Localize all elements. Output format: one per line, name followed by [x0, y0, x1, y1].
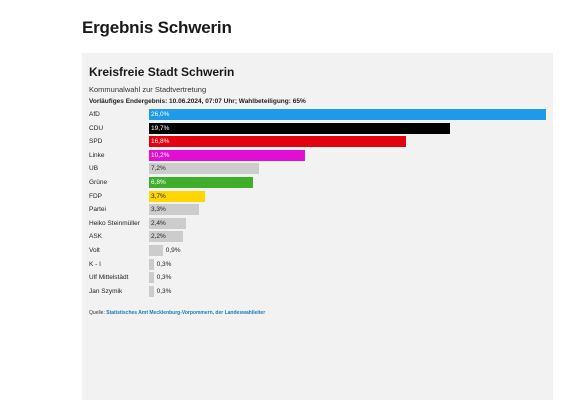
- bar-value-label: 3,7%: [151, 192, 166, 200]
- bar-value-label: 2,2%: [151, 233, 166, 241]
- category-label: AfD: [89, 111, 100, 118]
- bar: [149, 163, 259, 175]
- bar: [149, 109, 546, 120]
- bar-value-label: 0,3%: [156, 274, 172, 282]
- bar-value-label: 26,0%: [151, 111, 170, 118]
- bar: [149, 272, 154, 284]
- bar-row: K - I 0,3%: [82, 258, 553, 270]
- bar: [149, 285, 154, 297]
- category-label: Partei: [89, 206, 106, 214]
- category-label: Jan Szymik: [89, 287, 123, 295]
- source-note: Quelle: Statistisches Amt Mecklenburg-Vo…: [89, 310, 265, 316]
- bar-value-label: 6,8%: [151, 179, 166, 186]
- category-label: FDP: [89, 192, 102, 200]
- chart-subtitle: Kommunalwahl zur Stadtvertretung: [89, 85, 207, 94]
- category-label: UB: [89, 165, 99, 173]
- bar: [149, 204, 200, 216]
- bar-row: FDP 3,7%: [82, 190, 553, 202]
- bar-value-label: 0,3%: [156, 260, 172, 268]
- source-prefix: Quelle:: [89, 310, 105, 316]
- category-label: ASK: [89, 233, 103, 241]
- page-title: Ergebnis Schwerin: [82, 18, 232, 37]
- bar-row: ASK 2,2%: [82, 231, 553, 243]
- bar: [149, 258, 154, 270]
- bar-value-label: 16,8%: [151, 138, 170, 146]
- bar-row: AfD 26,0%: [82, 109, 553, 120]
- bar-row: Volt 0,9%: [82, 245, 553, 256]
- bar: [149, 245, 163, 256]
- bar: [149, 177, 253, 188]
- bar-row: Partei 3,3%: [82, 204, 553, 216]
- bar: [149, 231, 183, 243]
- bar-row: Ulf Mittelstädt 0,3%: [82, 272, 553, 284]
- bar-row: UB 7,2%: [82, 163, 553, 175]
- source-link[interactable]: Statistisches Amt Mecklenburg-Vorpommern…: [106, 310, 266, 316]
- category-label: Grüne: [89, 179, 108, 186]
- bar-row: Grüne 6,8%: [82, 177, 553, 188]
- bar-row: Linke 10,2%: [82, 149, 553, 161]
- category-label: Volt: [89, 247, 100, 254]
- bar-row: Heiko Steinmüller 2,4%: [82, 217, 553, 229]
- bar-value-label: 0,9%: [165, 247, 181, 254]
- chart-title: Kreisfreie Stadt Schwerin: [89, 65, 235, 79]
- category-label: Heiko Steinmüller: [89, 219, 140, 227]
- bar-value-label: 2,4%: [151, 219, 166, 227]
- bar-row: Jan Szymik 0,3%: [82, 285, 553, 297]
- category-label: K - I: [89, 260, 101, 268]
- bar-value-label: 10,2%: [151, 151, 170, 159]
- bar-value-label: 0,3%: [156, 287, 172, 295]
- bar: [149, 190, 206, 202]
- bar: [149, 149, 305, 161]
- category-label: Linke: [89, 151, 105, 159]
- bar-row: CDU 19,7%: [82, 122, 553, 134]
- category-label: CDU: [89, 124, 104, 132]
- chart-meta: Vorläufiges Endergebnis: 10.06.2024, 07:…: [89, 98, 306, 105]
- bar: [149, 217, 186, 229]
- bar: [149, 136, 406, 148]
- bar-chart: AfD 26,0% CDU 19,7% SPD 16,8% Linke 10,2% UB 7,2%…: [82, 109, 553, 359]
- bar-value-label: 19,7%: [151, 124, 170, 132]
- bar: [149, 122, 450, 134]
- category-label: Ulf Mittelstädt: [89, 274, 129, 282]
- bar-value-label: 7,2%: [151, 165, 166, 173]
- chart-panel: Kreisfreie Stadt Schwerin Kommunalwahl z…: [82, 53, 553, 400]
- bar-row: SPD 16,8%: [82, 136, 553, 148]
- bar-value-label: 3,3%: [151, 206, 166, 214]
- category-label: SPD: [89, 138, 103, 146]
